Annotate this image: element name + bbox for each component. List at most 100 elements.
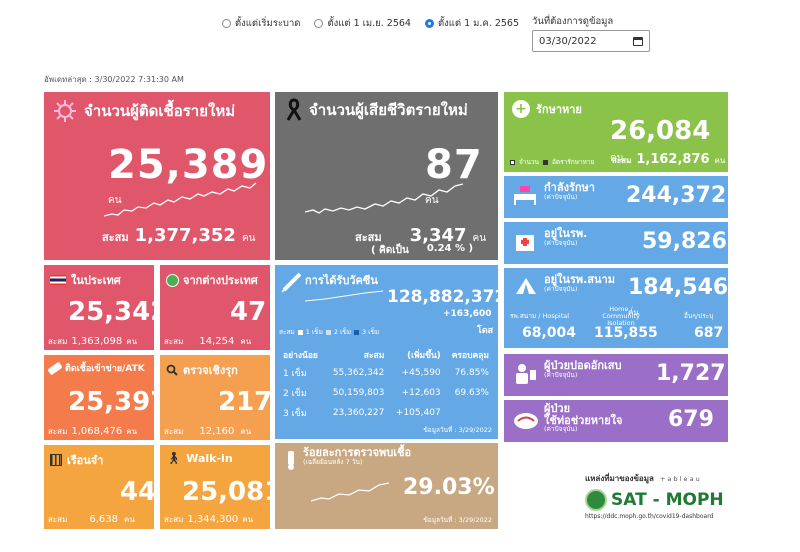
new-cases-sparkline [104, 182, 257, 217]
vaccine-table: อย่างน้อย สะสม (เพิ่มขึ้น) ครอบคลุม 1 เข… [279, 347, 493, 423]
field-hospital-col3-value: 687 [694, 325, 724, 341]
proactive-tile: ตรวจเชิงรุก 217 สะสม 12,160 คน [160, 355, 270, 440]
positivity-asof: ข้อมูลวันที่ : 3/29/2022 [423, 516, 492, 524]
in-treatment-tile: กำลังรักษา (ค่าปัจจุบัน) 244,372 คน [504, 176, 728, 218]
positivity-sparkline [311, 482, 390, 502]
prison-value: 44 [120, 477, 154, 507]
pneumonia-title: ผู้ป่วยปอดอักเสบ [544, 359, 622, 372]
calendar-icon[interactable] [633, 36, 643, 46]
prison-bars-icon [50, 454, 62, 466]
lab-test-icon [288, 451, 294, 470]
recovered-tile: + รักษาหาย 26,084 คน จำนวน อัตรารักษาหาย… [504, 92, 728, 172]
vaccine-cell: 23,360,227 [332, 408, 385, 418]
proactive-value: 217 [218, 387, 270, 417]
in-hospital-unit: คน [642, 262, 653, 264]
pneumonia-value: 1,727 [656, 361, 726, 386]
in-treatment-unit: คน [626, 216, 637, 218]
walkin-tile: 🚶︎ Walk-in 25,081 สะสม 1,344,300 คน [160, 445, 270, 529]
in-treatment-value: 244,372 [626, 183, 727, 208]
vaccine-total: 128,882,372 [387, 287, 498, 307]
tent-icon [516, 278, 536, 294]
vaccine-legend-dose1: 1 เข็ม [305, 328, 323, 336]
imported-cum-value: 14,254 [199, 336, 235, 347]
radio-label: ตั้งแต่ 1 ม.ค. 2565 [437, 18, 519, 29]
magnifier-icon [166, 364, 178, 376]
prison-tile: เรือนจำ 44 สะสม 6,638 คน [44, 445, 154, 529]
recovered-title: รักษาหาย [536, 103, 582, 116]
hospital-building-icon [516, 235, 534, 251]
recovered-unit: คน [610, 153, 624, 164]
field-hospital-col1-label: รพ.สนาม / Hospital [510, 312, 570, 320]
new-cases-cum-label: สะสม [102, 231, 129, 244]
walkin-cum-unit: คน [242, 515, 254, 524]
date-value: 03/30/2022 [539, 35, 597, 47]
in-hospital-title: อยู่ในรพ. [544, 227, 588, 240]
positivity-title: ร้อยละการตรวจพบเชื้อ [303, 446, 412, 459]
vaccine-cell: 2 เข็ม [283, 389, 307, 399]
new-deaths-pct-label: ( คิดเป็น [371, 245, 409, 256]
tableau-logo: + a b l e a u [659, 474, 700, 483]
pneumonia-tile: ผู้ป่วยปอดอักเสบ (ค่าปัจจุบัน) 1,727 คน [504, 354, 728, 396]
walkin-value: 25,081 [182, 477, 270, 507]
moph-seal-icon [585, 489, 607, 511]
vaccine-cell: 1 เข็ม [283, 369, 307, 379]
radio-since-apr-2564[interactable]: ตั้งแต่ 1 เม.ย. 2564 [314, 16, 411, 31]
field-hospital-col2-label: Home / Community Isolation [602, 305, 640, 327]
radio-since-outbreak[interactable]: ตั้งแต่เริ่มระบาด [222, 16, 300, 31]
last-updated: อัพเดทล่าสุด : 3/30/2022 7:31:30 AM [44, 75, 184, 84]
ventilator-value: 679 [668, 407, 714, 432]
imported-tile: จากต่างประเทศ 47 สะสม 14,254 คน [160, 265, 270, 350]
vaccine-cell: +12,603 [401, 388, 441, 398]
legend-swatch-dose2 [325, 329, 331, 335]
date-input[interactable]: 03/30/2022 [532, 30, 650, 52]
legend-swatch-count [510, 159, 515, 165]
vaccine-legend-dose3: 3 เข็ม [362, 328, 380, 336]
new-cases-unit: คน [108, 195, 122, 206]
radio-since-jan-2565[interactable]: ตั้งแต่ 1 ม.ค. 2565 [424, 16, 519, 31]
radio-dot[interactable] [222, 19, 231, 28]
recovered-cum-value: 1,162,876 [636, 152, 710, 167]
positivity-value: 29.03% [403, 475, 495, 500]
prison-cum-unit: คน [123, 515, 135, 524]
radio-label: ตั้งแต่เริ่มระบาด [235, 18, 301, 29]
ribbon-icon [286, 98, 302, 121]
test-kit-icon [47, 361, 63, 375]
positivity-tile: ร้อยละการตรวจพบเชื้อ (เฉลี่ยย้อนหลัง 7 ว… [275, 443, 498, 529]
prison-cum-label: สะสม [48, 515, 68, 524]
table-row: 1 เข็ม 55,362,342 +45,590 76.85% [279, 363, 493, 383]
walkin-cum-label: สะสม [164, 515, 184, 524]
vaccine-cell: 55,362,342 [332, 368, 385, 378]
domestic-tile: ในประเทศ 25,342 สะสม 1,363,098 คน [44, 265, 154, 350]
ventilator-title2: ใช้ท่อช่วยหายใจ [544, 413, 623, 427]
vaccine-cell: +105,407 [395, 408, 441, 418]
atk-tile: ติดเชื้อเข้าข่าย/ATK 25,397 สะสม 1,068,4… [44, 355, 154, 440]
recovered-value: 26,084 [610, 116, 711, 146]
new-deaths-pct-value: 0.24 % ) [426, 243, 474, 254]
ventilator-unit: คน [668, 440, 679, 442]
new-cases-cum-unit: คน [241, 233, 256, 244]
field-hospital-col2-value: 115,855 [594, 325, 658, 341]
vaccine-header-cell: (เพิ่มขึ้น) [407, 351, 441, 361]
field-hospital-unit: คน [628, 308, 639, 317]
thai-flag-icon [50, 275, 66, 285]
legend-swatch-dose3 [354, 329, 360, 335]
vaccine-sparkline [305, 290, 384, 302]
vaccine-cell: 76.85% [454, 368, 489, 378]
walking-person-icon: 🚶︎ [166, 451, 182, 465]
field-hospital-tile: อยู่ในรพ.สนาม (ค่าปัจจุบัน) 184,546 คน ร… [504, 268, 728, 348]
virus-icon [54, 100, 76, 122]
new-deaths-cum-label: สะสม [355, 231, 382, 244]
legend-swatch-rate [543, 159, 548, 165]
new-deaths-value: 87 [425, 142, 483, 188]
vaccine-header-cell: ครอบคลุม [451, 351, 489, 361]
hospital-bed-icon [514, 186, 536, 205]
radio-dot-selected[interactable] [424, 19, 434, 28]
radio-dot[interactable] [314, 19, 324, 28]
vaccine-asof: ข้อมูลวันที่ : 3/29/2022 [423, 426, 492, 434]
vaccine-table-header: อย่างน้อย สะสม (เพิ่มขึ้น) ครอบคลุม [279, 347, 493, 363]
field-hospital-title: อยู่ในรพ.สนาม [544, 273, 615, 286]
walkin-title: Walk-in [186, 451, 233, 465]
atk-cum-label: สะสม [48, 427, 68, 436]
table-row: 2 เข็ม 50,159,803 +12,603 69.63% [279, 383, 493, 403]
source-url[interactable]: https://ddc.moph.go.th/covid19-dashboard [585, 513, 714, 520]
